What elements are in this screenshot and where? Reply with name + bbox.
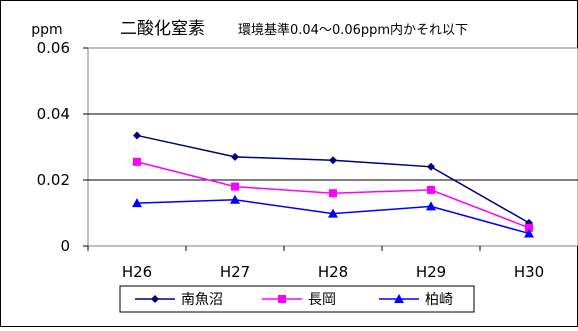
data-point xyxy=(231,152,239,161)
x-axis-ticks: H26 H27 H28 H29 H30 xyxy=(87,246,578,281)
legend-label: 長岡 xyxy=(308,292,336,308)
chart-subtitle: 環境基準0.04～0.06ppm内かそれ以下 xyxy=(238,22,468,38)
x-tick-label: H27 xyxy=(220,263,250,281)
series-3 xyxy=(132,194,534,238)
x-tick-label: H26 xyxy=(122,263,152,281)
y-tick-label: 0.06 xyxy=(37,39,70,57)
series-layer xyxy=(132,131,534,238)
data-point xyxy=(132,198,142,208)
data-point xyxy=(329,156,337,165)
y-axis-unit-label: ppm xyxy=(31,22,62,38)
legend-item: 南魚沼 xyxy=(135,292,223,308)
y-tick-label: 0.04 xyxy=(37,105,70,123)
data-point xyxy=(230,194,240,204)
grid-lines xyxy=(88,113,578,181)
series-2 xyxy=(133,157,533,232)
series-1 xyxy=(133,131,533,227)
chart-title: 二酸化窒素 xyxy=(120,19,205,39)
x-tick-label: H29 xyxy=(416,263,446,281)
legend-marker xyxy=(151,295,159,303)
data-point xyxy=(133,157,141,166)
y-axis-ticks: 0 0.02 0.04 0.06 xyxy=(37,39,88,255)
data-point xyxy=(427,185,435,194)
legend-marker xyxy=(278,295,286,303)
legend-item: 柏崎 xyxy=(379,292,453,308)
data-point xyxy=(525,223,533,232)
data-point xyxy=(426,201,436,211)
legend-marker xyxy=(394,294,404,303)
data-point xyxy=(133,131,141,140)
x-tick-label: H28 xyxy=(318,263,348,281)
legend: 南魚沼 長岡 柏崎 xyxy=(135,292,453,308)
legend-label: 南魚沼 xyxy=(181,292,223,308)
data-point xyxy=(524,228,534,238)
x-tick-label: H30 xyxy=(514,263,544,281)
y-tick-label: 0 xyxy=(60,237,70,255)
data-point xyxy=(427,162,435,171)
legend-label: 柏崎 xyxy=(425,292,453,308)
data-point xyxy=(328,208,338,218)
data-point xyxy=(329,189,337,198)
y-tick-label: 0.02 xyxy=(37,171,70,189)
legend-item: 長岡 xyxy=(262,292,336,308)
data-point xyxy=(231,182,239,191)
